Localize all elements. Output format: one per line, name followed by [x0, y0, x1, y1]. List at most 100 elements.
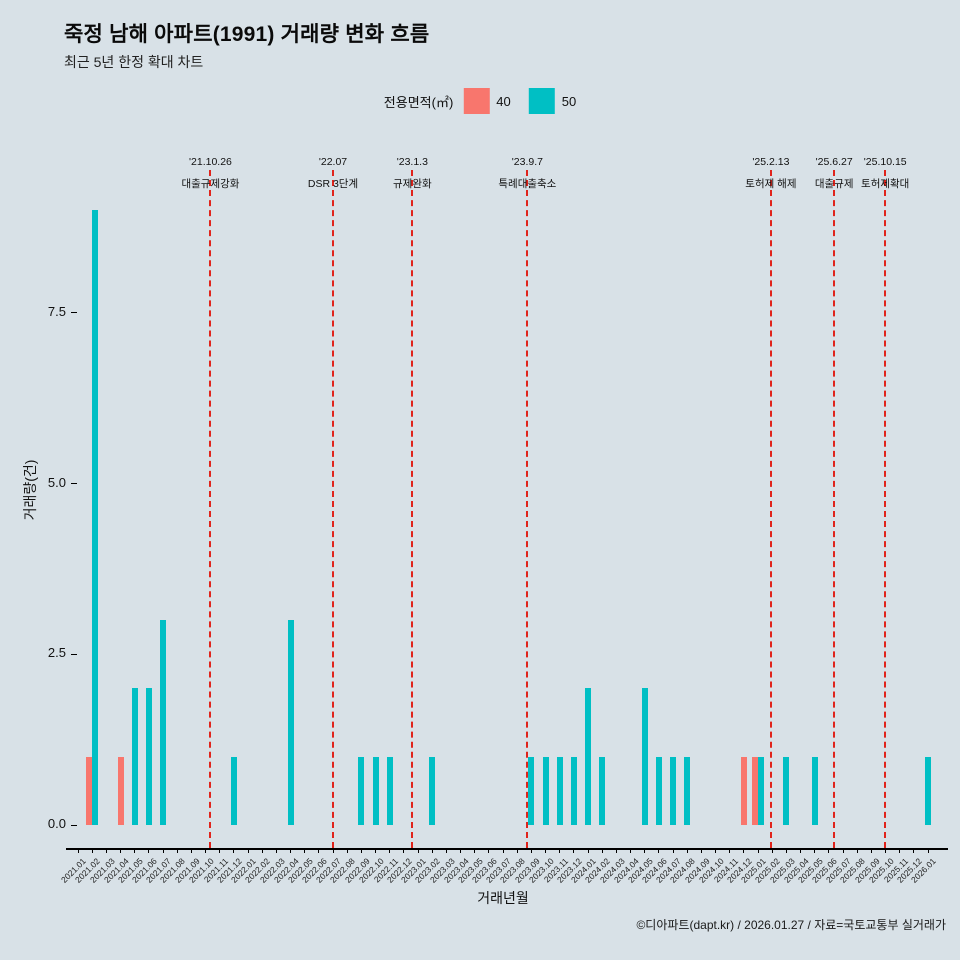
policy-label: 토허제 해제 [745, 178, 797, 190]
chart-title: 죽정 남해 아파트(1991) 거래량 변화 흐름 [64, 23, 430, 46]
policy-line [411, 170, 414, 848]
policy-line [884, 170, 887, 848]
x-tick [474, 848, 476, 853]
bar-50-2022.04 [287, 620, 294, 825]
bar-50-2024.01 [585, 688, 591, 825]
x-tick [488, 848, 490, 853]
legend-swatch-40 [463, 88, 490, 114]
x-tick [842, 848, 844, 853]
policy-line [526, 170, 529, 848]
x-tick [757, 848, 759, 853]
x-tick [672, 848, 674, 853]
x-tick [715, 848, 716, 853]
x-tick [346, 848, 348, 853]
policy-date: '25.6.27 [815, 156, 853, 168]
policy-line [332, 170, 334, 848]
x-tick [120, 848, 121, 853]
x-tick [800, 848, 801, 853]
x-tick [870, 848, 872, 853]
x-tick [247, 848, 249, 853]
bar-50-2021.05 [131, 688, 138, 825]
policy-date: '23.1.3 [396, 156, 428, 168]
policy-date: '25.2.13 [752, 156, 790, 168]
x-tick [658, 848, 660, 853]
bar-50-2021.06 [145, 688, 152, 825]
x-tick [389, 848, 391, 853]
policy-label: 특례대출축소 [498, 178, 557, 190]
x-tick [360, 848, 362, 853]
policy-date: '25.10.15 [863, 156, 907, 168]
bar-50-2024.05 [641, 688, 648, 825]
x-tick [304, 848, 306, 853]
x-tick [77, 848, 79, 853]
policy-date: '23.9.7 [511, 156, 543, 168]
y-tick [71, 824, 77, 826]
policy-label: 대출규제 [814, 178, 854, 190]
policy-label: 대출규제강화 [181, 178, 240, 190]
x-tick [885, 848, 886, 853]
policy-label: 토허제확대 [861, 178, 910, 190]
x-tick [148, 848, 150, 853]
x-tick [601, 848, 603, 853]
bar-50-2025.01 [758, 756, 765, 825]
y-tick-label: 7.5 [47, 303, 66, 319]
policy-line [833, 170, 836, 848]
legend: 전용면적(㎡) 40 50 [384, 88, 576, 114]
policy-date: '22.07 [318, 156, 348, 168]
bar-50-2023.09 [528, 756, 535, 825]
x-axis-line [66, 848, 948, 850]
y-tick [71, 312, 77, 314]
x-tick [686, 848, 688, 853]
x-tick [502, 848, 504, 853]
x-tick [587, 848, 589, 853]
x-tick [743, 848, 745, 853]
bar-50-2026.01 [925, 756, 931, 825]
bar-40-2025.01 [751, 756, 758, 825]
legend-label-40: 40 [496, 93, 511, 109]
bar-50-2021.07 [160, 620, 166, 825]
x-tick [417, 848, 419, 853]
policy-date: '21.10.26 [189, 156, 232, 168]
x-tick [318, 848, 320, 853]
policy-label: 규제완화 [393, 178, 432, 190]
x-tick [219, 848, 221, 853]
x-tick [545, 848, 546, 853]
x-tick [290, 848, 291, 853]
x-tick [403, 848, 405, 853]
x-tick [134, 848, 136, 853]
x-tick [644, 848, 646, 853]
x-tick [162, 848, 164, 853]
x-tick [828, 848, 830, 853]
bar-50-2021.02 [92, 210, 99, 825]
x-tick [431, 848, 433, 853]
x-tick [332, 848, 334, 853]
x-tick [814, 848, 816, 853]
bar-50-2023.12 [570, 756, 577, 825]
x-tick [630, 848, 631, 853]
bar-50-2023.11 [556, 756, 563, 825]
bar-50-2023.02 [429, 756, 436, 825]
bar-40-2024.12 [740, 756, 747, 825]
x-tick [261, 848, 263, 853]
bar-50-2022.10 [372, 756, 379, 825]
y-tick-label: 2.5 [47, 645, 66, 661]
x-tick [275, 848, 277, 853]
x-tick [856, 848, 858, 853]
caption: ©디아파트(dapt.kr) / 2026.01.27 / 자료=국토교통부 실… [636, 918, 946, 932]
bar-50-2024.02 [599, 756, 606, 825]
chart-subtitle: 최근 5년 한정 확대 차트 [64, 54, 204, 70]
x-tick [190, 848, 192, 853]
bar-50-2024.07 [670, 756, 676, 825]
x-tick [460, 848, 461, 853]
bar-50-2022.09 [358, 756, 365, 825]
x-tick [913, 848, 915, 853]
bar-50-2023.10 [542, 756, 549, 825]
x-tick [927, 848, 929, 853]
x-tick [91, 848, 93, 853]
y-tick [71, 483, 77, 484]
x-tick [516, 848, 518, 853]
bar-50-2024.08 [684, 756, 691, 825]
x-axis-title: 거래년월 [477, 890, 529, 906]
legend-swatch-50 [528, 88, 555, 114]
